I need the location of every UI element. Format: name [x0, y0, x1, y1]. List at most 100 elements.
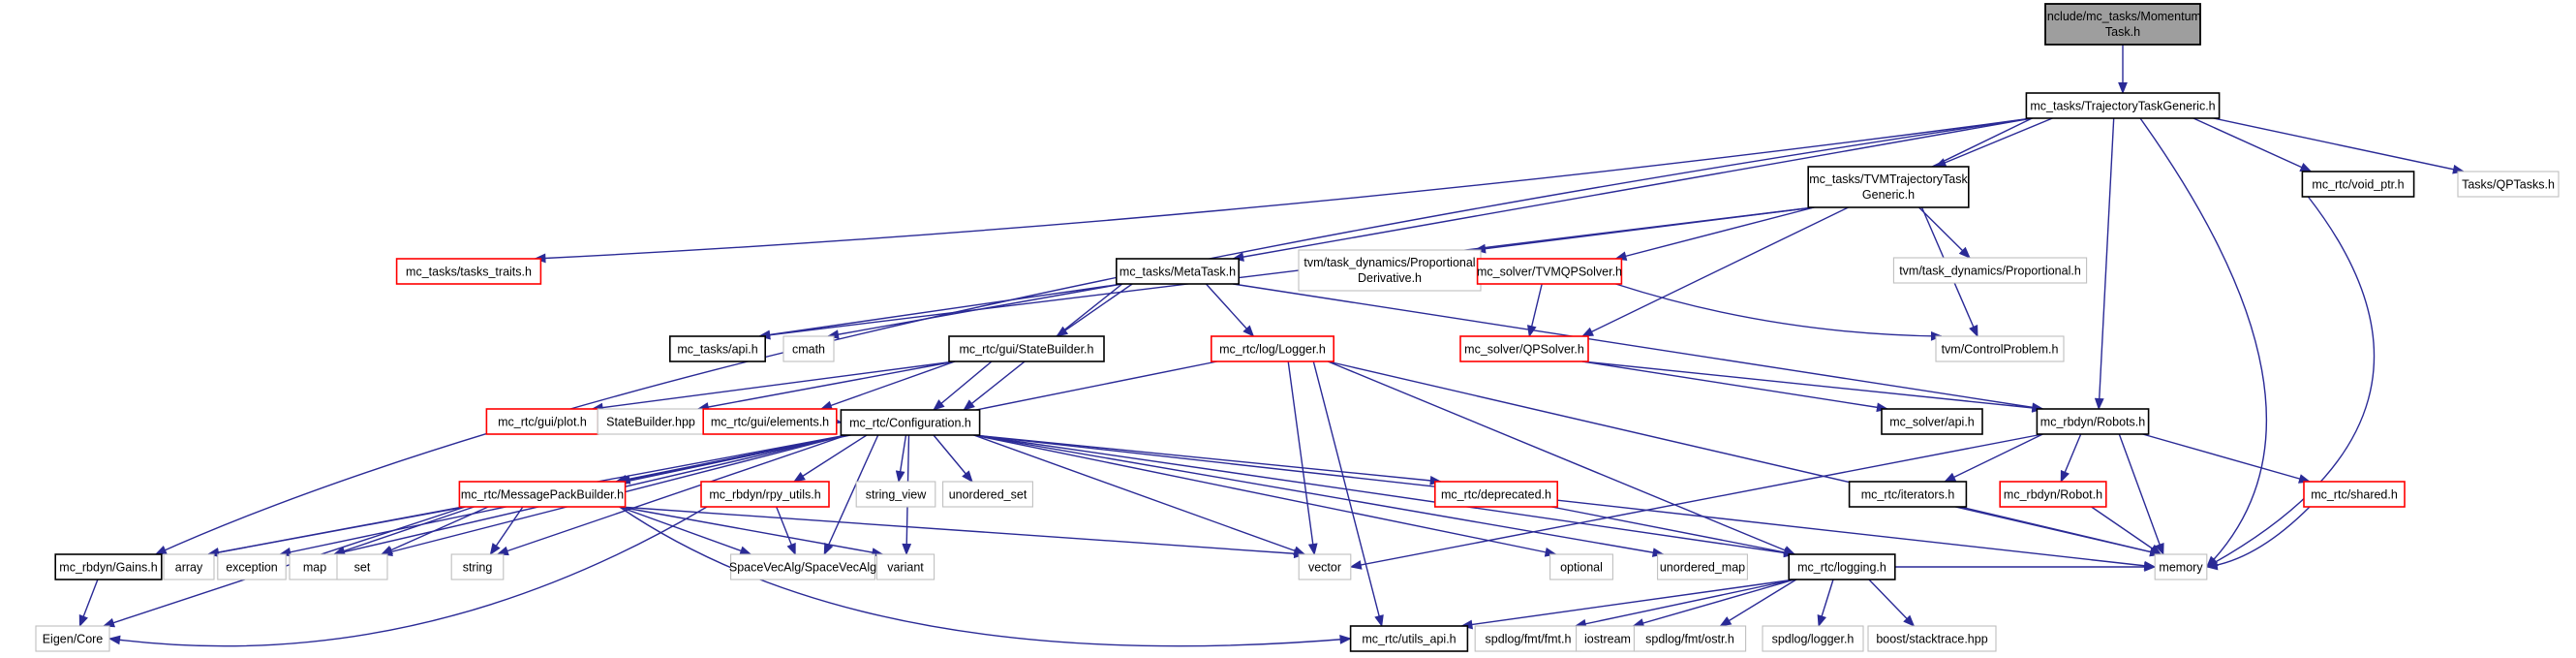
edge-mpb-variant: [619, 506, 884, 557]
node-box-iostream: [1576, 625, 1640, 652]
node-label-momentum: include/mc_tasks/Momentum: [2044, 10, 2201, 23]
node-box-tvmqpsolver[interactable]: [1476, 258, 1623, 285]
node-box-propderiv: [1298, 249, 1482, 292]
node-ctrlproblem: tvm/ControlProblem.h: [1935, 335, 2065, 362]
node-label-config: mc_rtc/Configuration.h: [849, 417, 971, 430]
node-shared[interactable]: mc_rtc/shared.h: [2303, 481, 2406, 508]
node-gains[interactable]: mc_rbdyn/Gains.h: [54, 553, 163, 580]
node-box-statebuilder[interactable]: [948, 335, 1105, 362]
edge-robots-iterators: [1944, 433, 2043, 483]
node-box-config[interactable]: [840, 409, 981, 436]
edge-trajgen-tvmtrajgen: [1934, 117, 2053, 168]
node-box-utilsapi[interactable]: [1349, 625, 1469, 652]
node-propderiv: tvm/task_dynamics/Proportional Derivative…: [1298, 249, 1482, 292]
node-map: map: [289, 553, 341, 580]
node-label-mpb: mc_rtc/MessagePackBuilder.h: [461, 488, 624, 502]
node-robots[interactable]: mc_rbdyn/Robots.h: [2036, 408, 2150, 435]
node-box-robot[interactable]: [1999, 481, 2107, 508]
node-fmt: spdlog/fmt/fmt.h: [1474, 625, 1582, 652]
node-utilsapi[interactable]: mc_rtc/utils_api.h: [1349, 625, 1469, 652]
node-label-ctrlproblem: tvm/ControlProblem.h: [1942, 343, 2059, 357]
edge-statebuilder-sbhpp: [696, 360, 956, 412]
node-deprecated[interactable]: mc_rtc/deprecated.h: [1434, 481, 1559, 508]
node-label-metatask: mc_tasks/MetaTask.h: [1119, 266, 1236, 279]
node-box-guiplot[interactable]: [485, 408, 599, 435]
node-robot[interactable]: mc_rbdyn/Robot.h: [1999, 481, 2107, 508]
node-box-api_tasks[interactable]: [668, 335, 766, 362]
node-qptasks: Tasks/QPTasks.h: [2457, 171, 2560, 198]
node-rpy[interactable]: mc_rbdyn/rpy_utils.h: [700, 481, 830, 508]
node-label2-tvmtrajgen: Generic.h: [1862, 188, 1915, 202]
node-label-qpsolver: mc_solver/QPSolver.h: [1464, 343, 1584, 357]
node-momentum[interactable]: include/mc_tasks/Momentum Task.h: [2044, 3, 2201, 46]
node-exception: exception: [217, 553, 287, 580]
node-logging[interactable]: mc_rtc/logging.h: [1788, 553, 1896, 580]
node-box-trajgen[interactable]: [2025, 92, 2221, 119]
node-iterators[interactable]: mc_rtc/iterators.h: [1848, 481, 1968, 508]
node-box-rpy[interactable]: [700, 481, 830, 508]
edge-metatask-logger: [1205, 283, 1255, 337]
node-box-variant: [875, 553, 935, 580]
node-label-logging: mc_rtc/logging.h: [1797, 561, 1886, 575]
node-box-sbhpp: [597, 408, 705, 435]
node-box-tasks_traits[interactable]: [395, 258, 542, 285]
node-mpb[interactable]: mc_rtc/MessagePackBuilder.h: [458, 481, 627, 508]
node-box-tvmtrajgen[interactable]: [1807, 166, 1970, 208]
node-tasks_traits[interactable]: mc_tasks/tasks_traits.h: [395, 258, 542, 285]
node-box-momentum[interactable]: [2044, 3, 2201, 46]
edge-rpy-eigencore: [107, 506, 708, 647]
edge-mpb-string: [489, 506, 524, 556]
node-box-metatask[interactable]: [1116, 258, 1241, 285]
node-box-stacktrace: [1867, 625, 1997, 652]
node-box-qpsolver[interactable]: [1459, 335, 1589, 362]
node-label-vector: vector: [1308, 561, 1341, 575]
node-metatask[interactable]: mc_tasks/MetaTask.h: [1116, 258, 1241, 285]
node-box-solverapi[interactable]: [1881, 408, 1983, 435]
node-box-array: [163, 553, 215, 580]
node-solverapi[interactable]: mc_solver/api.h: [1881, 408, 1983, 435]
node-box-robots[interactable]: [2036, 408, 2150, 435]
node-box-shared[interactable]: [2303, 481, 2406, 508]
node-elements[interactable]: mc_rtc/gui/elements.h: [702, 408, 838, 435]
edge-robot-memory: [2091, 506, 2162, 555]
node-box-deprecated[interactable]: [1434, 481, 1559, 508]
node-ostr: spdlog/fmt/ostr.h: [1633, 625, 1747, 652]
node-box-elements[interactable]: [702, 408, 838, 435]
edge-trajgen-qptasks: [2213, 117, 2466, 174]
node-box-gains[interactable]: [54, 553, 163, 580]
node-box-logger[interactable]: [1211, 335, 1335, 362]
node-tvmtrajgen[interactable]: mc_tasks/TVMTrajectoryTask Generic.h: [1807, 166, 1970, 208]
node-sva: SpaceVecAlg/SpaceVecAlg: [729, 553, 876, 580]
node-label-solverapi: mc_solver/api.h: [1889, 416, 1975, 429]
node-tvmqpsolver[interactable]: mc_solver/TVMQPSolver.h: [1476, 258, 1623, 285]
node-label-robots: mc_rbdyn/Robots.h: [2040, 416, 2145, 429]
node-box-logging[interactable]: [1788, 553, 1896, 580]
edge-mpb-vector: [619, 506, 1306, 559]
node-label-gains: mc_rbdyn/Gains.h: [59, 561, 157, 575]
node-qpsolver[interactable]: mc_solver/QPSolver.h: [1459, 335, 1589, 362]
node-voidptr[interactable]: mc_rtc/void_ptr.h: [2301, 171, 2415, 198]
node-statebuilder[interactable]: mc_rtc/gui/StateBuilder.h: [948, 335, 1105, 362]
node-label-umap: unordered_map: [1660, 561, 1745, 575]
node-api_tasks[interactable]: mc_tasks/api.h: [668, 335, 766, 362]
node-config[interactable]: mc_rtc/Configuration.h: [840, 409, 981, 436]
node-label-elements: mc_rtc/gui/elements.h: [711, 416, 829, 429]
edge-metatask-cmath: [826, 283, 1122, 339]
node-guiplot[interactable]: mc_rtc/gui/plot.h: [485, 408, 599, 435]
node-label-eigencore: Eigen/Core: [43, 633, 104, 646]
node-label-slogger: spdlog/logger.h: [1772, 633, 1855, 646]
node-label2-momentum: Task.h: [2105, 25, 2140, 39]
node-logger[interactable]: mc_rtc/log/Logger.h: [1211, 335, 1335, 362]
node-box-voidptr[interactable]: [2301, 171, 2415, 198]
node-box-slogger: [1762, 625, 1864, 652]
node-box-iterators[interactable]: [1848, 481, 1968, 508]
node-array: array: [163, 553, 215, 580]
node-trajgen[interactable]: mc_tasks/TrajectoryTaskGeneric.h: [2025, 92, 2221, 119]
node-label-uset: unordered_set: [949, 488, 1027, 502]
node-box-ostr: [1633, 625, 1747, 652]
edge-gains-eigencore: [78, 579, 99, 628]
edge-trajgen-qpsolver: [1580, 117, 2033, 337]
node-box-mpb[interactable]: [458, 481, 627, 508]
